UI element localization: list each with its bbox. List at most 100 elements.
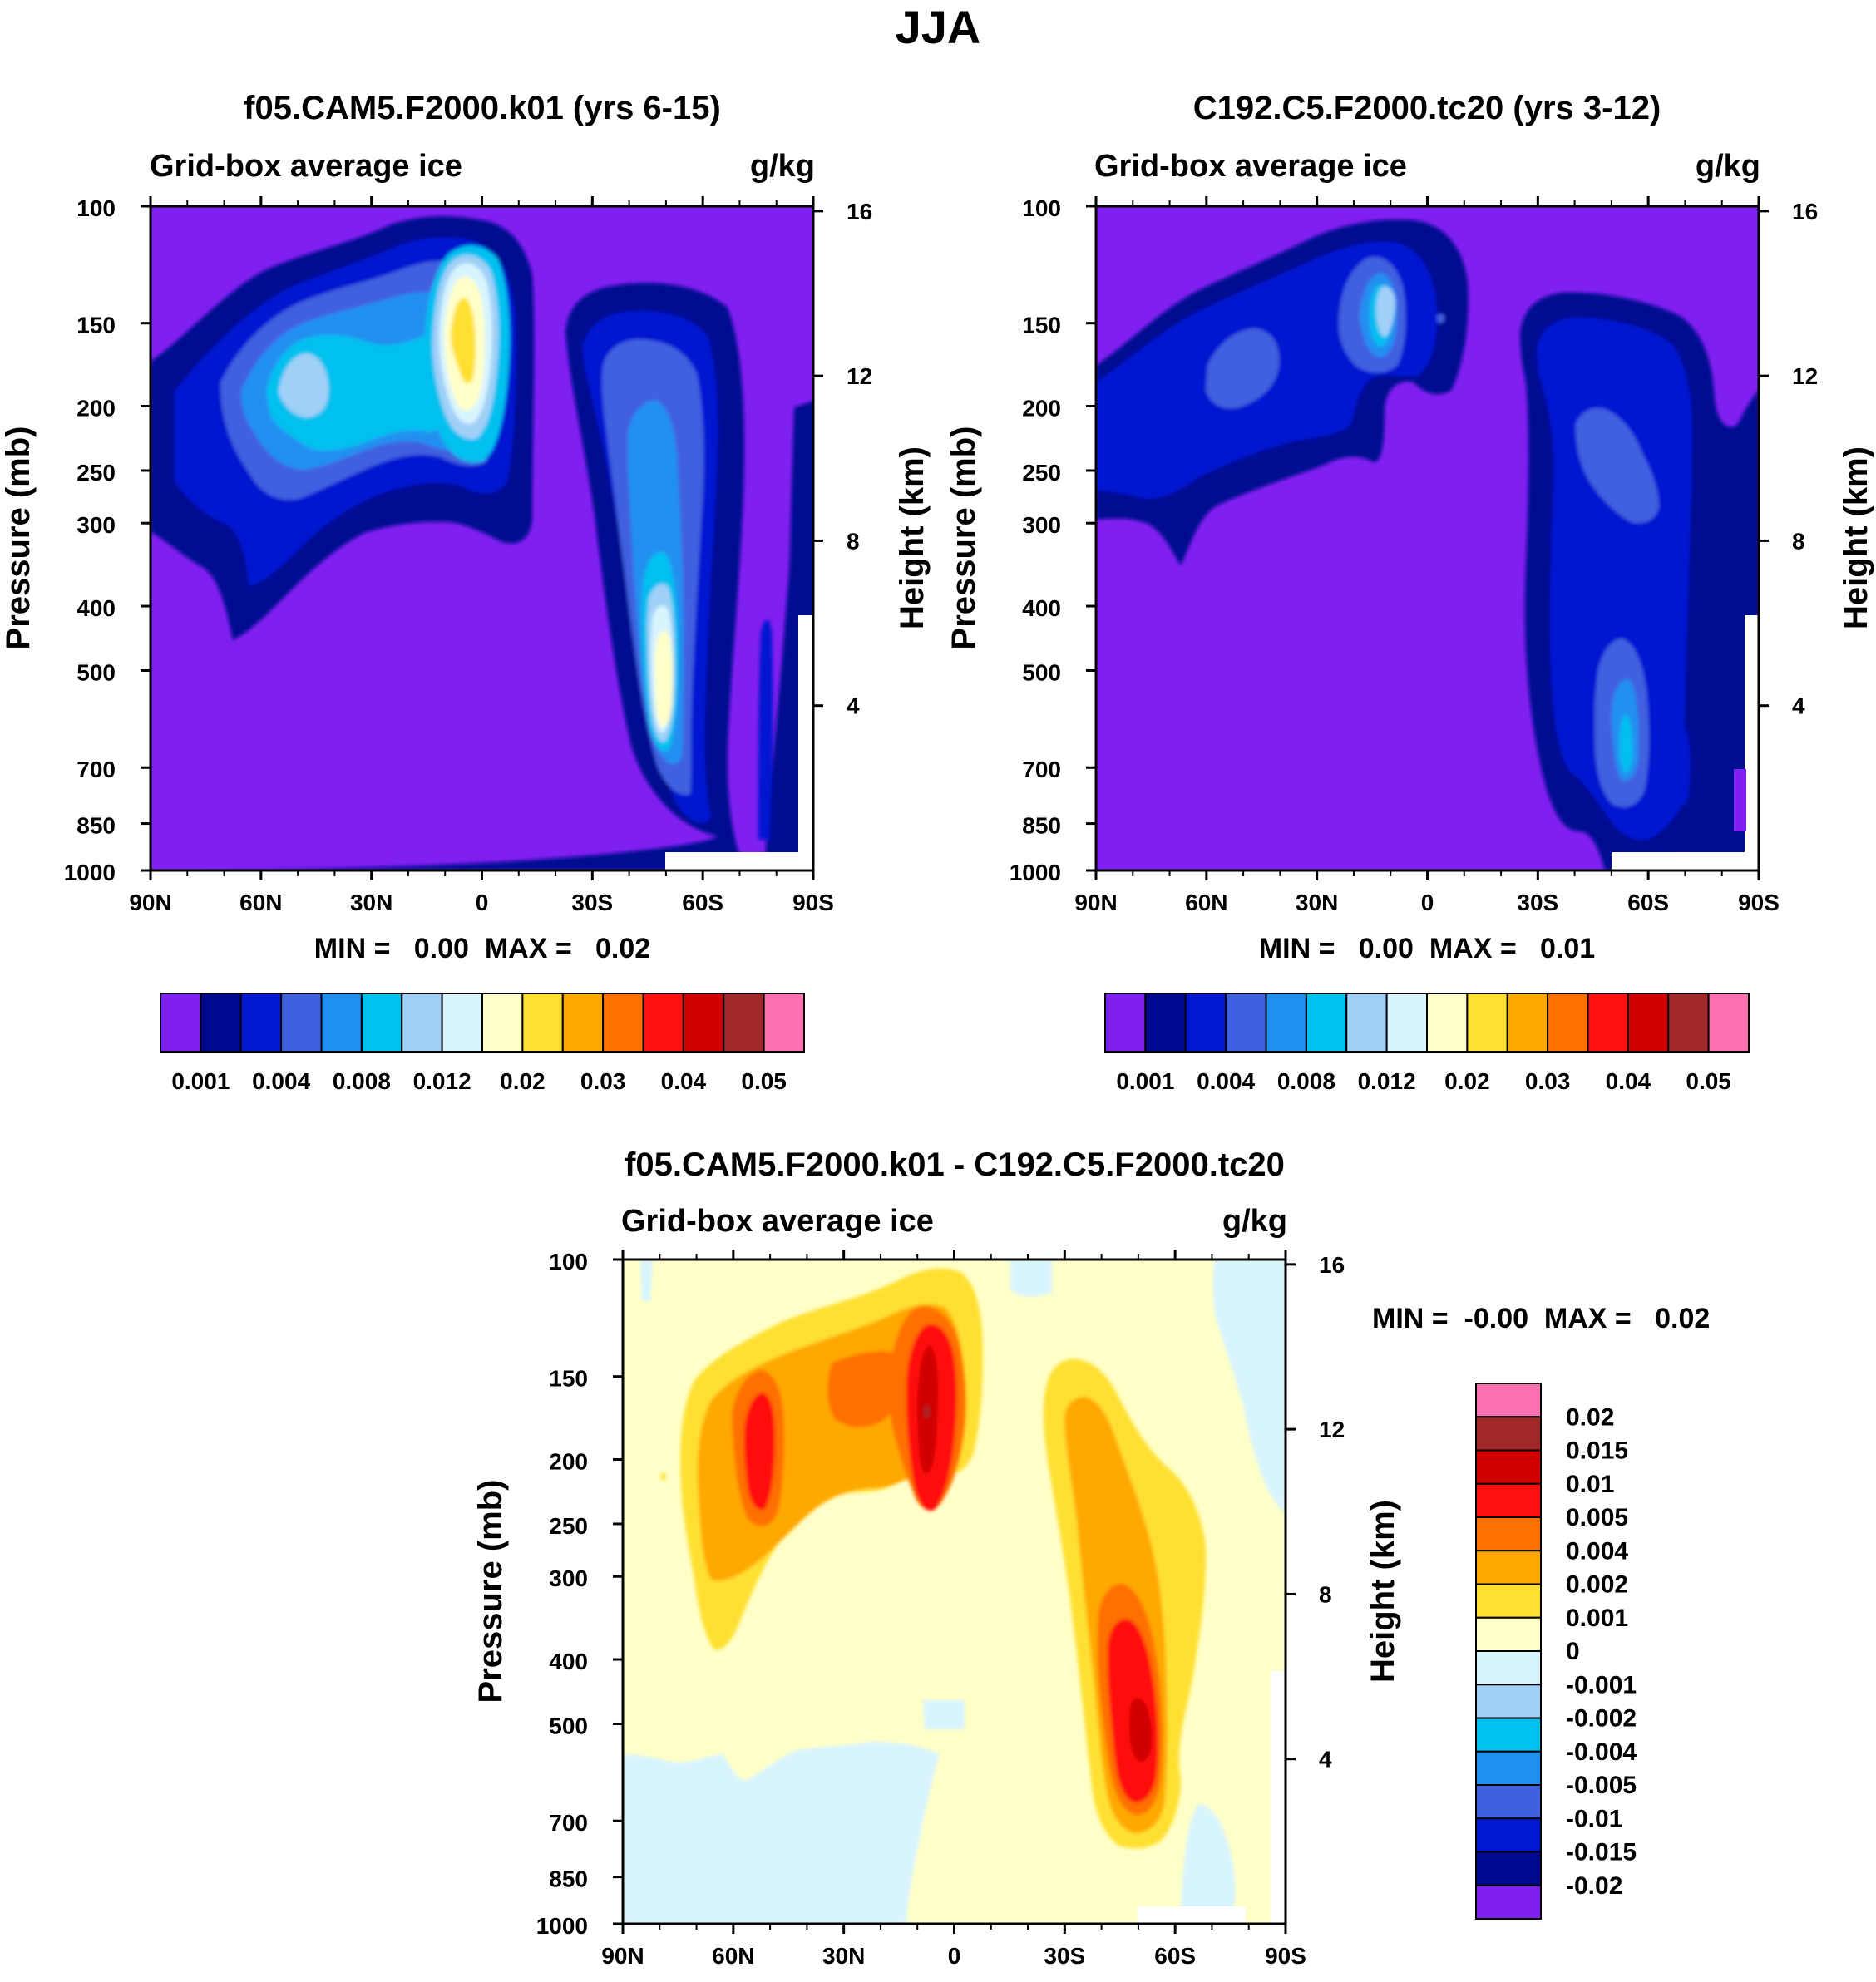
contour-0.001-spot: [661, 1472, 667, 1481]
colorbar-label: 0.005: [1566, 1504, 1628, 1531]
colorbar-label: 0.05: [1686, 1068, 1731, 1094]
y-tick-label: 100: [1022, 195, 1061, 221]
min-max-stats: MIN = 0.00 MAX = 0.02: [314, 933, 650, 964]
contour-0.004-nh: [1206, 328, 1280, 409]
x-tick-label: 30S: [1044, 1943, 1085, 1969]
colorbar-swatch: [1104, 993, 1147, 1053]
colorbar-label: 0: [1566, 1638, 1580, 1665]
height-tick-label: 16: [1792, 199, 1818, 224]
y-tick-label: 500: [77, 659, 116, 685]
min-max-stats: MIN = 0.00 MAX = 0.01: [1259, 933, 1595, 964]
contour-0.01-nh: [279, 353, 328, 417]
x-tick-label: 30N: [350, 890, 392, 915]
y-axis-label-right: Height (km): [894, 446, 931, 629]
contour-0.004-spot: [1437, 313, 1445, 323]
colorbar-label: 0.02: [1444, 1068, 1490, 1094]
polar-strip: [1734, 769, 1746, 831]
y-tick-label: 300: [549, 1565, 588, 1591]
height-tick-label: 8: [1319, 1581, 1332, 1607]
x-tick-label: 90S: [1265, 1943, 1306, 1969]
colorbar-swatch: [1547, 993, 1589, 1053]
left-string: Grid-box average ice: [621, 1204, 934, 1239]
x-tick-label: 90N: [601, 1943, 644, 1969]
colorbar-swatch: [602, 993, 644, 1053]
colorbar-label: 0.03: [1525, 1068, 1571, 1094]
colorbar-swatch: [763, 993, 805, 1053]
height-tick-label: 4: [1792, 693, 1805, 719]
colorbar-swatch: [481, 993, 524, 1053]
contour-0.008-sh-low: [1619, 715, 1632, 773]
y-tick-label: 300: [1022, 512, 1061, 538]
missing-data-region: [1612, 852, 1745, 870]
colorbar-swatch: [1265, 993, 1307, 1053]
x-tick-label: 90S: [1738, 890, 1780, 915]
panel-title: f05.CAM5.F2000.k01 - C192.C5.F2000.tc20: [625, 1146, 1285, 1183]
axes: 100 150 200 250 300 400 500 700 850 1000 16 12 8 4 90N…: [536, 1249, 1345, 1969]
colorbar-swatch: [1385, 993, 1428, 1053]
y-tick-label: 100: [77, 195, 116, 221]
contour-neg-0.001-top: [1010, 1260, 1052, 1297]
panel-cam5: f05.CAM5.F2000.k01 (yrs 6-15) Grid-box a…: [0, 90, 931, 1094]
colorbar-swatch: [521, 993, 564, 1053]
panel-difference: f05.CAM5.F2000.k01 - C192.C5.F2000.tc20 …: [472, 1146, 1710, 1969]
y-tick-label: 1000: [536, 1913, 588, 1939]
contour-0.015-sh: [1129, 1698, 1153, 1763]
x-tick-label: 30N: [822, 1943, 865, 1969]
colorbar-swatch: [1667, 993, 1710, 1053]
colorbar-swatch: [1475, 1583, 1542, 1619]
y-tick-label: 500: [1022, 659, 1061, 685]
x-tick-label: 0: [948, 1943, 961, 1969]
height-tick-label: 12: [847, 363, 872, 389]
x-tick-label: 0: [1421, 890, 1434, 915]
colorbar-swatch: [1305, 993, 1348, 1053]
colorbar-swatch: [360, 993, 403, 1053]
x-tick-label: 60N: [712, 1943, 754, 1969]
missing-data-region: [665, 852, 798, 870]
x-tick-label: 60N: [1185, 890, 1227, 915]
contour-field: [151, 206, 813, 870]
colorbar-swatch: [401, 993, 443, 1053]
colorbar-label: 0.004: [252, 1068, 310, 1094]
colorbar-swatch: [1426, 993, 1469, 1053]
colorbar-label: -0.015: [1566, 1839, 1637, 1866]
colorbar-swatch: [1475, 1482, 1542, 1518]
contour-0.002-polar: [758, 619, 773, 840]
contour-field: [623, 1260, 1286, 1924]
colorbar: 0.001 0.004 0.008 0.012 0.02 0.03 0.04 0.05: [1104, 993, 1750, 1094]
colorbar-label: 0.015: [1566, 1437, 1628, 1465]
panel-c192: C192.C5.F2000.tc20 (yrs 3-12) Grid-box a…: [945, 90, 1874, 1094]
colorbar-swatch: [1475, 1717, 1542, 1753]
panel-title: f05.CAM5.F2000.k01 (yrs 6-15): [244, 90, 721, 126]
axes: 100 150 200 250 300 400 500 700 850 1000 16 12 8 4 90N…: [1010, 195, 1818, 915]
missing-data-region: [1271, 1671, 1286, 1924]
contour-0.015-sh: [654, 631, 673, 727]
x-tick-label: 60S: [1627, 890, 1669, 915]
right-string: g/kg: [1222, 1204, 1287, 1239]
colorbar-label: 0.001: [1566, 1605, 1628, 1632]
colorbar-label: 0.012: [1358, 1068, 1416, 1094]
contour-0.002-sh: [1537, 318, 1692, 841]
height-tick-label: 4: [1319, 1747, 1332, 1772]
y-tick-label: 300: [77, 512, 116, 538]
left-string: Grid-box average ice: [150, 149, 462, 184]
contour-neg-0.001-sh: [1181, 1804, 1236, 1924]
colorbar-label: 0.008: [1277, 1068, 1335, 1094]
x-tick-label: 60S: [682, 890, 723, 915]
colorbar-swatch: [1475, 1817, 1542, 1853]
colorbar-swatch: [320, 993, 363, 1053]
y-tick-label: 200: [1022, 396, 1061, 422]
y-tick-label: 700: [1022, 757, 1061, 782]
colorbar-label: 0.004: [1566, 1537, 1628, 1565]
colorbar-swatch: [642, 993, 684, 1053]
contour-neg-0.001-strip: [923, 1700, 965, 1729]
y-tick-label: 400: [77, 595, 116, 621]
contour-0.002-polar: [1678, 728, 1691, 806]
contour-neg-0.001-low: [623, 1742, 940, 1924]
colorbar-label: 0.001: [171, 1068, 230, 1094]
colorbar-swatch: [1475, 1784, 1542, 1820]
colorbar-label: -0.001: [1566, 1671, 1637, 1699]
colorbar-swatch: [1475, 1616, 1542, 1652]
x-tick-label: 90N: [129, 890, 171, 915]
height-tick-label: 12: [1792, 363, 1818, 389]
colorbar-label: 0.008: [333, 1068, 391, 1094]
